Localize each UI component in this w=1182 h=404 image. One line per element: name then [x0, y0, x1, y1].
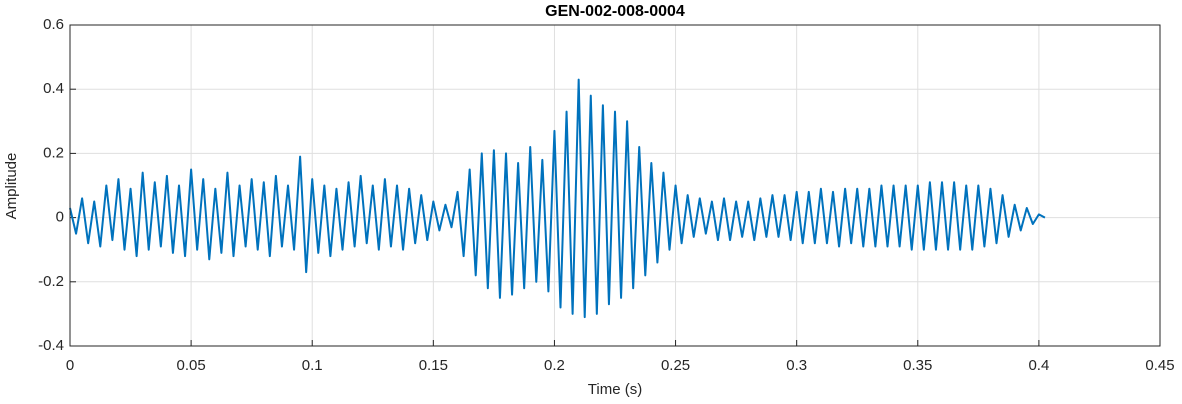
- x-tick-label: 0.3: [786, 357, 807, 374]
- y-tick-label: -0.2: [38, 273, 64, 290]
- x-tick-label: 0.1: [302, 357, 323, 374]
- y-tick-label: 0.2: [43, 144, 64, 161]
- x-tick-label: 0.4: [1028, 357, 1049, 374]
- x-axis-label: Time (s): [588, 381, 642, 398]
- x-tick-label: 0.05: [177, 357, 206, 374]
- y-tick-label: -0.4: [38, 337, 64, 354]
- waveform-line: [69, 78, 1046, 319]
- x-tick-label: 0.35: [903, 357, 932, 374]
- y-tick-label: 0: [56, 209, 64, 226]
- x-tick-label: 0: [66, 357, 74, 374]
- y-axis-label: Amplitude: [3, 153, 20, 220]
- y-tick-label: 0.4: [43, 80, 64, 97]
- axes-box: [69, 24, 1161, 347]
- y-tick-label: 0.6: [43, 16, 64, 33]
- chart-title: GEN-002-008-0004: [545, 3, 685, 20]
- x-tick-label: 0.2: [544, 357, 565, 374]
- x-tick-label: 0.25: [661, 357, 690, 374]
- x-tick-label: 0.15: [419, 357, 448, 374]
- x-tick-label: 0.45: [1145, 357, 1174, 374]
